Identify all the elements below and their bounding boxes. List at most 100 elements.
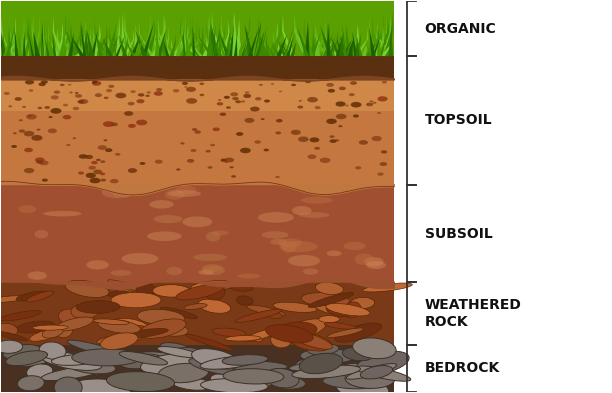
Polygon shape <box>29 23 34 56</box>
Polygon shape <box>309 36 316 56</box>
Polygon shape <box>84 37 91 56</box>
Ellipse shape <box>43 211 81 217</box>
Polygon shape <box>275 21 280 56</box>
Polygon shape <box>13 28 21 56</box>
Polygon shape <box>348 40 353 56</box>
Polygon shape <box>310 37 315 56</box>
Polygon shape <box>278 40 287 56</box>
Ellipse shape <box>338 125 343 127</box>
Ellipse shape <box>63 104 68 107</box>
Polygon shape <box>109 25 119 56</box>
Polygon shape <box>282 15 295 56</box>
Ellipse shape <box>371 136 382 141</box>
Polygon shape <box>108 39 114 56</box>
Polygon shape <box>294 14 310 56</box>
Polygon shape <box>357 27 363 56</box>
Polygon shape <box>342 24 347 56</box>
Polygon shape <box>108 23 119 56</box>
Polygon shape <box>53 16 64 56</box>
Polygon shape <box>146 18 155 56</box>
Bar <box>1 282 394 345</box>
Polygon shape <box>340 36 348 56</box>
Ellipse shape <box>182 82 187 84</box>
Ellipse shape <box>381 151 387 154</box>
Ellipse shape <box>356 366 411 381</box>
Ellipse shape <box>266 312 283 318</box>
Polygon shape <box>183 25 185 56</box>
Polygon shape <box>379 40 394 56</box>
Polygon shape <box>253 37 264 56</box>
Ellipse shape <box>40 352 102 371</box>
Polygon shape <box>290 42 296 56</box>
Ellipse shape <box>128 168 137 173</box>
Ellipse shape <box>327 250 341 256</box>
Polygon shape <box>159 33 167 56</box>
Polygon shape <box>302 34 308 56</box>
Ellipse shape <box>77 100 84 104</box>
Ellipse shape <box>225 336 261 341</box>
Polygon shape <box>71 38 78 56</box>
Polygon shape <box>138 40 146 56</box>
Ellipse shape <box>288 331 332 349</box>
Polygon shape <box>32 21 45 56</box>
Ellipse shape <box>103 121 114 127</box>
Polygon shape <box>96 34 104 56</box>
Ellipse shape <box>15 97 22 101</box>
Ellipse shape <box>71 303 99 319</box>
Polygon shape <box>378 29 381 56</box>
Polygon shape <box>185 13 195 56</box>
Ellipse shape <box>324 323 356 329</box>
Ellipse shape <box>192 128 197 131</box>
Ellipse shape <box>307 154 316 159</box>
Polygon shape <box>61 23 74 56</box>
Polygon shape <box>384 25 390 56</box>
Bar <box>1 185 394 282</box>
Ellipse shape <box>11 145 17 148</box>
Ellipse shape <box>171 347 203 360</box>
Ellipse shape <box>140 162 146 165</box>
Polygon shape <box>203 39 209 56</box>
Polygon shape <box>355 27 368 56</box>
Polygon shape <box>41 22 44 56</box>
Polygon shape <box>17 15 25 56</box>
Polygon shape <box>2 17 16 56</box>
Polygon shape <box>103 38 113 56</box>
Polygon shape <box>27 12 34 56</box>
Ellipse shape <box>307 97 318 103</box>
Ellipse shape <box>62 115 72 119</box>
Ellipse shape <box>119 351 168 365</box>
Polygon shape <box>23 37 26 56</box>
Polygon shape <box>387 35 393 56</box>
Ellipse shape <box>207 283 238 291</box>
Ellipse shape <box>98 145 107 150</box>
Polygon shape <box>353 32 357 56</box>
Ellipse shape <box>326 305 352 317</box>
Ellipse shape <box>363 283 412 292</box>
Polygon shape <box>255 28 261 56</box>
Polygon shape <box>122 39 128 56</box>
Polygon shape <box>188 33 199 56</box>
Polygon shape <box>326 22 330 56</box>
Ellipse shape <box>349 93 355 96</box>
Ellipse shape <box>292 206 312 215</box>
Ellipse shape <box>350 81 357 85</box>
Polygon shape <box>286 35 294 56</box>
Ellipse shape <box>355 166 361 169</box>
Ellipse shape <box>261 231 289 239</box>
Polygon shape <box>176 19 182 56</box>
Polygon shape <box>373 31 379 56</box>
Ellipse shape <box>119 329 168 338</box>
Polygon shape <box>315 24 329 56</box>
Ellipse shape <box>236 296 253 305</box>
Ellipse shape <box>377 112 381 114</box>
Polygon shape <box>45 24 48 56</box>
Polygon shape <box>75 39 89 56</box>
Ellipse shape <box>345 302 361 318</box>
Polygon shape <box>277 35 287 56</box>
Ellipse shape <box>171 377 213 390</box>
Ellipse shape <box>185 334 233 350</box>
Ellipse shape <box>89 178 100 184</box>
Ellipse shape <box>206 285 225 300</box>
Ellipse shape <box>158 324 188 336</box>
Ellipse shape <box>335 101 346 107</box>
